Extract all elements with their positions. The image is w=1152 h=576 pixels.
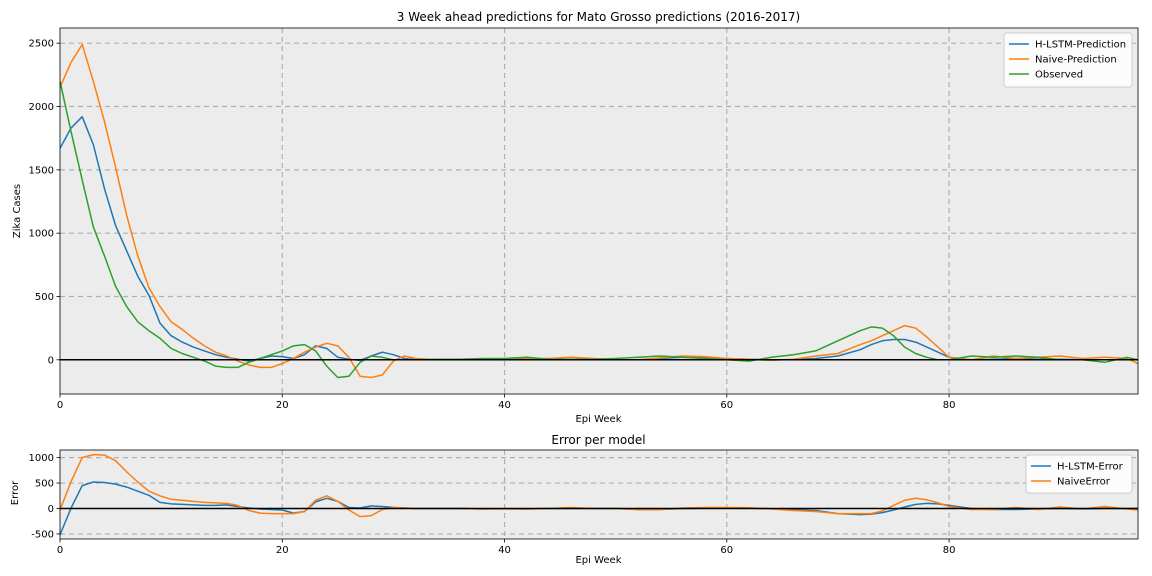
error-plot-area xyxy=(60,450,1138,539)
main-legend-label: Observed xyxy=(1035,70,1083,81)
error-y-axis-label: Error xyxy=(10,480,21,505)
error-chart: Error per model Epi Week Error 0 20 40 60 80… xyxy=(10,433,1139,566)
error-legend-label: NaiveError xyxy=(1057,477,1111,488)
main-legend: H-LSTM-Prediction Naive-Prediction Observe… xyxy=(1003,32,1133,88)
error-x-tick-label: 80 xyxy=(943,545,956,556)
main-y-tick-label: 1500 xyxy=(29,165,54,176)
error-legend-label: H-LSTM-Error xyxy=(1057,462,1124,473)
error-y-tick-label: 1000 xyxy=(29,453,54,464)
error-legend: H-LSTM-Error NaiveError xyxy=(1025,454,1133,494)
error-y-tick-label: 0 xyxy=(48,504,54,515)
chart-title: 3 Week ahead predictions for Mato Grosso… xyxy=(397,10,800,24)
error-x-tick-label: 40 xyxy=(498,545,511,556)
error-x-tick-label: 60 xyxy=(720,545,733,556)
main-x-tick-label: 80 xyxy=(943,400,956,411)
main-y-tick-label: 1000 xyxy=(29,229,54,240)
error-y-tick-label: 500 xyxy=(35,479,54,490)
main-y-tick-label: 0 xyxy=(48,355,54,366)
main-x-tick-label: 40 xyxy=(498,400,511,411)
main-x-tick-label: 0 xyxy=(57,400,63,411)
main-y-tick-label: 2500 xyxy=(29,39,54,50)
error-axes-frame xyxy=(59,449,1139,540)
y-axis-label: Zika Cases xyxy=(12,184,23,238)
main-legend-label: Naive-Prediction xyxy=(1035,55,1117,66)
main-x-tick-label: 20 xyxy=(276,400,289,411)
error-y-tick-label: -500 xyxy=(31,529,54,540)
main-legend-label: H-LSTM-Prediction xyxy=(1035,40,1126,51)
main-x-tick-label: 60 xyxy=(720,400,733,411)
main-series-line-observed xyxy=(60,81,1138,379)
main-y-tick-label: 2000 xyxy=(29,102,54,113)
error-chart-title: Error per model xyxy=(551,433,645,447)
main-plot-area xyxy=(60,28,1138,394)
error-x-tick-label: 20 xyxy=(276,545,289,556)
main-axes-frame xyxy=(59,27,1139,395)
error-x-tick-label: 0 xyxy=(57,545,63,556)
x-axis-label: Epi Week xyxy=(575,414,621,425)
main-prediction-chart: 3 Week ahead predictions for Mato Grosso… xyxy=(12,10,1139,425)
error-x-axis-label: Epi Week xyxy=(575,555,621,566)
main-y-tick-label: 500 xyxy=(35,292,54,303)
